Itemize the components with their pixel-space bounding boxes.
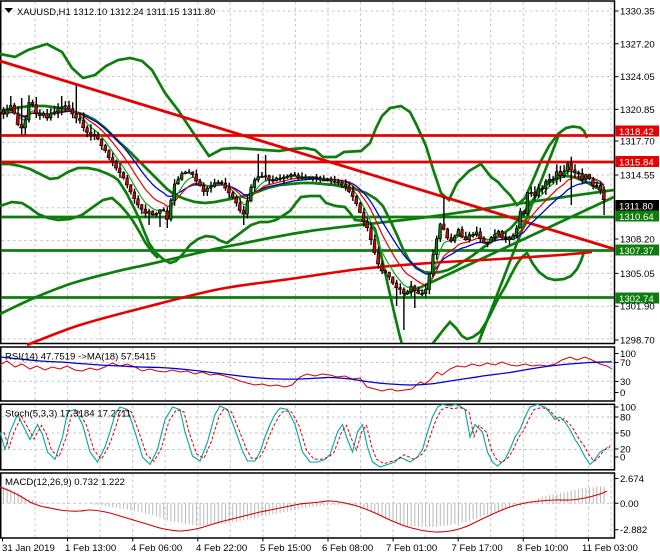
svg-text:50: 50 xyxy=(620,429,631,440)
svg-text:100: 100 xyxy=(620,349,636,360)
svg-text:RSI(14) 47.7519 ->MA(18) 57.5: RSI(14) 47.7519 ->MA(18) 57.5415 xyxy=(5,352,156,363)
svg-text:5 Feb 15:00: 5 Feb 15:00 xyxy=(260,543,311,554)
svg-text:1301.90: 1301.90 xyxy=(620,302,655,313)
svg-text:20: 20 xyxy=(620,445,631,456)
svg-text:8 Feb 10:00: 8 Feb 10:00 xyxy=(517,543,568,554)
svg-text:Stoch(5,3,3) 17.3184 17.2711: Stoch(5,3,3) 17.3184 17.2711 xyxy=(5,409,131,420)
svg-text:1 Feb 13:00: 1 Feb 13:00 xyxy=(65,543,116,554)
svg-text:1308.20: 1308.20 xyxy=(620,235,655,246)
svg-text:80: 80 xyxy=(620,413,631,424)
svg-text:1311.80: 1311.80 xyxy=(619,201,653,212)
svg-text:1307.37: 1307.37 xyxy=(619,246,654,257)
svg-text:70: 70 xyxy=(620,358,631,369)
svg-text:2.674: 2.674 xyxy=(620,474,645,485)
svg-text:0: 0 xyxy=(620,388,625,399)
svg-text:4 Feb 06:00: 4 Feb 06:00 xyxy=(131,543,182,554)
svg-text:7 Feb 01:00: 7 Feb 01:00 xyxy=(386,543,437,554)
svg-text:11 Feb 03:00: 11 Feb 03:00 xyxy=(582,543,638,554)
svg-text:1324.05: 1324.05 xyxy=(620,72,655,83)
svg-text:31 Jan 2019: 31 Jan 2019 xyxy=(2,543,55,554)
svg-text:1330.35: 1330.35 xyxy=(620,7,655,18)
svg-text:4 Feb 22:00: 4 Feb 22:00 xyxy=(196,543,247,554)
svg-text:1327.20: 1327.20 xyxy=(620,39,655,50)
svg-text:1302.74: 1302.74 xyxy=(619,294,654,305)
svg-text:1314.55: 1314.55 xyxy=(620,171,655,182)
svg-text:MACD(12,26,9) 0.732 1.222: MACD(12,26,9) 0.732 1.222 xyxy=(5,477,125,488)
svg-text:1315.84: 1315.84 xyxy=(619,157,654,168)
svg-text:0.00: 0.00 xyxy=(620,499,639,510)
svg-text:1305.05: 1305.05 xyxy=(620,269,655,280)
svg-text:1318.42: 1318.42 xyxy=(619,127,654,138)
svg-text:1317.70: 1317.70 xyxy=(620,137,655,148)
svg-text:XAUUSD,H1 1312.10 1312.24 1311: XAUUSD,H1 1312.10 1312.24 1311.15 1311.8… xyxy=(17,6,215,17)
svg-text:1298.70: 1298.70 xyxy=(620,336,655,347)
svg-text:-2.882: -2.882 xyxy=(620,525,647,536)
svg-text:1320.85: 1320.85 xyxy=(620,105,655,116)
svg-text:7 Feb 17:00: 7 Feb 17:00 xyxy=(452,543,503,554)
svg-text:1310.64: 1310.64 xyxy=(619,212,654,223)
svg-text:30: 30 xyxy=(620,377,631,388)
svg-text:0: 0 xyxy=(620,453,625,464)
svg-text:100: 100 xyxy=(620,403,636,414)
svg-text:6 Feb 08:00: 6 Feb 08:00 xyxy=(322,543,373,554)
